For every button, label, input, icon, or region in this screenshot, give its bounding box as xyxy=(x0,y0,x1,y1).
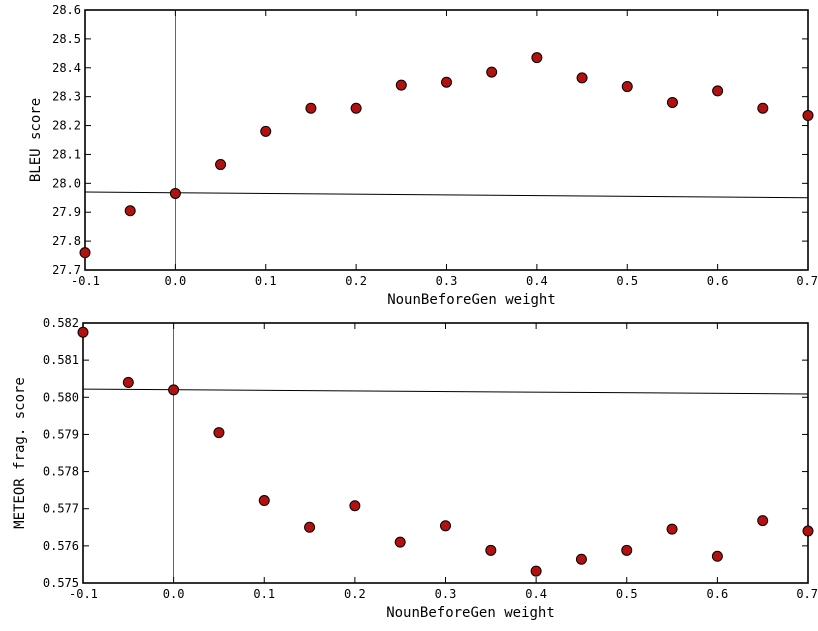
bleu-data-point xyxy=(350,102,362,114)
meteor-data-point xyxy=(485,544,497,556)
bleu-data-point xyxy=(395,79,407,91)
meteor-xtick-label: -0.1 xyxy=(69,587,98,601)
meteor-x-axis-title: NounBeforeGen weight xyxy=(386,605,555,621)
meteor-data-point xyxy=(711,550,723,562)
bleu-data-point xyxy=(79,247,91,259)
bleu-data-point xyxy=(215,159,227,171)
meteor-data-point xyxy=(757,515,769,527)
bleu-data-point xyxy=(441,76,452,88)
meteor-data-point xyxy=(802,525,814,537)
meteor-frame xyxy=(82,322,809,584)
bleu-xtick-label: -0.1 xyxy=(71,274,100,288)
meteor-data-point xyxy=(530,565,542,577)
meteor-xtick-label: 0.7 xyxy=(796,587,818,601)
bleu-ytick-label: 27.8 xyxy=(52,234,81,248)
meteor-panel: -0.1 0.0 0.1 0.2 0.3 0.4 0.5 0.6 0.7 0.575 0.576 0.… xyxy=(12,316,818,621)
meteor-baseline xyxy=(82,388,809,395)
meteor-ytick-label: 0.579 xyxy=(43,427,79,441)
meteor-data-point xyxy=(349,500,361,512)
meteor-ytick-label: 0.580 xyxy=(43,390,79,404)
meteor-data-point xyxy=(575,553,587,565)
meteor-data-point xyxy=(666,523,678,535)
meteor-ytick-label: 0.578 xyxy=(43,465,79,479)
meteor-xtick-label: 0.1 xyxy=(253,587,275,601)
bleu-data-point xyxy=(757,102,769,114)
bleu-ytick-label: 28.2 xyxy=(52,119,81,133)
meteor-y-axis-title: METEOR frag. score xyxy=(12,377,28,529)
meteor-ytick-label: 0.581 xyxy=(43,353,79,367)
meteor-data-point xyxy=(304,521,316,533)
bleu-data-point xyxy=(576,72,588,84)
meteor-data-point xyxy=(213,427,225,439)
bleu-xtick-label: 0.4 xyxy=(526,274,548,288)
bleu-ytick-label: 28.6 xyxy=(52,3,81,17)
bleu-data-point xyxy=(486,66,498,78)
meteor-ytick-label: 0.576 xyxy=(43,539,79,553)
bleu-xtick-label: 0.7 xyxy=(796,274,818,288)
meteor-data-point xyxy=(258,495,270,507)
meteor-xtick-label: 0.6 xyxy=(707,587,729,601)
bleu-data-point xyxy=(260,125,272,137)
meteor-ytick-label: 0.582 xyxy=(43,316,79,330)
meteor-xtick-label: 0.3 xyxy=(435,587,457,601)
meteor-ytick-label: 0.577 xyxy=(43,502,79,516)
bleu-data-point xyxy=(666,96,678,108)
bleu-data-point xyxy=(712,85,724,97)
bleu-data-point xyxy=(621,81,633,93)
bleu-xtick-label: 0.0 xyxy=(165,274,187,288)
meteor-data-point xyxy=(77,326,89,338)
bleu-frame xyxy=(84,9,809,271)
bleu-xtick-label: 0.2 xyxy=(345,274,367,288)
meteor-xtick-label: 0.2 xyxy=(344,587,366,601)
bleu-data-point xyxy=(531,52,543,64)
meteor-ytick-label: 0.575 xyxy=(43,576,79,590)
bleu-data-point xyxy=(169,187,181,199)
meteor-data-point xyxy=(440,520,451,532)
bleu-data-point xyxy=(802,109,814,121)
meteor-xtick-label: 0.4 xyxy=(525,587,547,601)
bleu-xtick-label: 0.1 xyxy=(255,274,277,288)
meteor-xtick-label: 0.0 xyxy=(163,587,185,601)
meteor-data-point xyxy=(394,536,406,548)
bleu-x-axis-title: NounBeforeGen weight xyxy=(387,292,556,308)
meteor-data-point xyxy=(168,384,180,396)
bleu-xtick-label: 0.3 xyxy=(436,274,458,288)
bleu-ytick-label: 28.1 xyxy=(52,147,81,161)
bleu-ytick-label: 28.4 xyxy=(52,61,81,75)
bleu-panel: -0.1 0.0 0.1 0.2 0.3 0.4 0.5 0.6 0.7 27.7 27.8 27.9… xyxy=(28,3,818,308)
bleu-xtick-label: 0.6 xyxy=(707,274,729,288)
bleu-ytick-label: 28.3 xyxy=(52,90,81,104)
bleu-ytick-label: 27.9 xyxy=(52,205,81,219)
bleu-data-point xyxy=(124,205,136,217)
bleu-baseline xyxy=(84,191,809,199)
meteor-data-point xyxy=(621,544,633,556)
meteor-xtick-label: 0.5 xyxy=(616,587,638,601)
bleu-xtick-label: 0.5 xyxy=(616,274,638,288)
bleu-ytick-label: 28.0 xyxy=(52,176,81,190)
bleu-y-axis-title: BLEU score xyxy=(28,98,44,182)
bleu-ytick-label: 28.5 xyxy=(52,32,81,46)
bleu-ytick-label: 27.7 xyxy=(52,263,81,277)
bleu-data-point xyxy=(305,102,317,114)
meteor-data-point xyxy=(122,376,134,388)
